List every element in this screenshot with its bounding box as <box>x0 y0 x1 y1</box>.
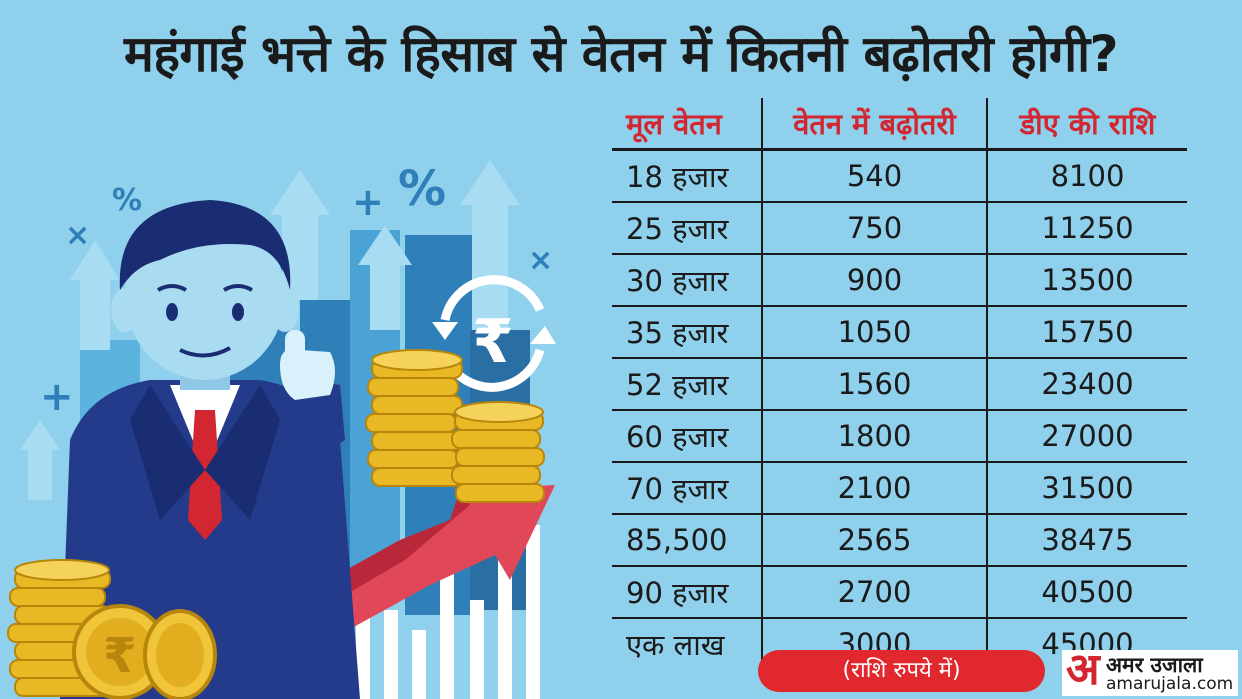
percent-icon: % <box>112 183 142 218</box>
cell-salary-increase: 1800 <box>761 410 987 463</box>
cell-da-amount: 8100 <box>986 149 1187 203</box>
svg-text:₹: ₹ <box>472 307 514 377</box>
logo-mark: अ <box>1066 644 1100 695</box>
column-header-da-amount: डीए की राशि <box>986 98 1187 151</box>
coin-icon <box>143 609 217 699</box>
table-header-row: मूल वेतन वेतन में बढ़ोतरी डीए की राशि <box>612 98 1187 151</box>
cell-salary-increase: 2565 <box>761 514 987 567</box>
cell-basic-salary: 18 हजार <box>612 149 762 203</box>
column-header-salary-increase: वेतन में बढ़ोतरी <box>761 98 987 151</box>
table-row: 70 हजार 2100 31500 <box>612 462 1187 515</box>
svg-text:₹: ₹ <box>103 628 136 684</box>
cell-salary-increase: 1560 <box>761 358 987 411</box>
cell-basic-salary: 52 हजार <box>612 358 762 411</box>
cell-da-amount: 38475 <box>986 514 1187 567</box>
table-row: 35 हजार 1050 15750 <box>612 306 1187 359</box>
cell-basic-salary: 85,500 <box>612 514 762 567</box>
plus-icon: + <box>352 180 384 224</box>
cell-basic-salary: एक लाख <box>626 627 725 662</box>
logo-name: अमर उजाला <box>1106 653 1203 677</box>
cell-da-amount: 11250 <box>986 202 1187 255</box>
coin-stacks: ₹ <box>7 349 545 699</box>
cell-da-amount: 23400 <box>986 358 1187 411</box>
plus-icon: + <box>40 374 74 420</box>
cell-da-amount: 13500 <box>986 254 1187 307</box>
cell-da-amount: 40500 <box>986 566 1187 619</box>
multiply-icon: × <box>528 243 553 278</box>
rupee-coin-icon: ₹ <box>72 604 168 699</box>
cell-da-amount: 15750 <box>986 306 1187 359</box>
cell-basic-salary: 35 हजार <box>612 306 762 359</box>
table-row: 30 हजार 900 13500 <box>612 254 1187 307</box>
cell-salary-increase: 750 <box>761 202 987 255</box>
percent-icon: % <box>398 161 446 217</box>
amount-note: (राशि रुपये में) <box>758 650 1045 692</box>
cell-basic-salary: 70 हजार <box>612 462 762 515</box>
logo-url: amarujala.com <box>1106 674 1234 694</box>
table-row: 85,500 2565 38475 <box>612 514 1187 567</box>
column-header-basic-salary: मूल वेतन <box>612 98 762 151</box>
cell-basic-salary: 25 हजार <box>612 202 762 255</box>
cell-basic-salary: 60 हजार <box>612 410 762 463</box>
cell-salary-increase: 1050 <box>761 306 987 359</box>
cell-salary-increase: 540 <box>761 149 987 203</box>
illustration: % % + + × × ₹ <box>7 160 556 699</box>
cell-basic-salary: 30 हजार <box>612 254 762 307</box>
rupee-refresh-icon: ₹ <box>432 275 556 392</box>
up-arrows <box>20 160 520 500</box>
amar-ujala-logo: अ अमर उजाला amarujala.com <box>1062 644 1238 696</box>
cell-da-amount: 31500 <box>986 462 1187 515</box>
cell-da-amount: 27000 <box>986 410 1187 463</box>
cell-basic-salary: 90 हजार <box>612 566 762 619</box>
table-row: 90 हजार 2700 40500 <box>612 566 1187 619</box>
page-title: महंगाई भत्ते के हिसाब से वेतन में कितनी … <box>123 25 1119 83</box>
table-row: 18 हजार 540 8100 <box>612 149 1187 203</box>
table-row: 52 हजार 1560 23400 <box>612 358 1187 411</box>
cell-salary-increase: 900 <box>761 254 987 307</box>
cell-salary-increase: 2700 <box>761 566 987 619</box>
table-row: 25 हजार 750 11250 <box>612 202 1187 255</box>
multiply-icon: × <box>65 218 90 253</box>
salary-table: मूल वेतन वेतन में बढ़ोतरी डीए की राशि 18… <box>612 98 1187 669</box>
cell-salary-increase: 2100 <box>761 462 987 515</box>
table-row: 60 हजार 1800 27000 <box>612 410 1187 463</box>
